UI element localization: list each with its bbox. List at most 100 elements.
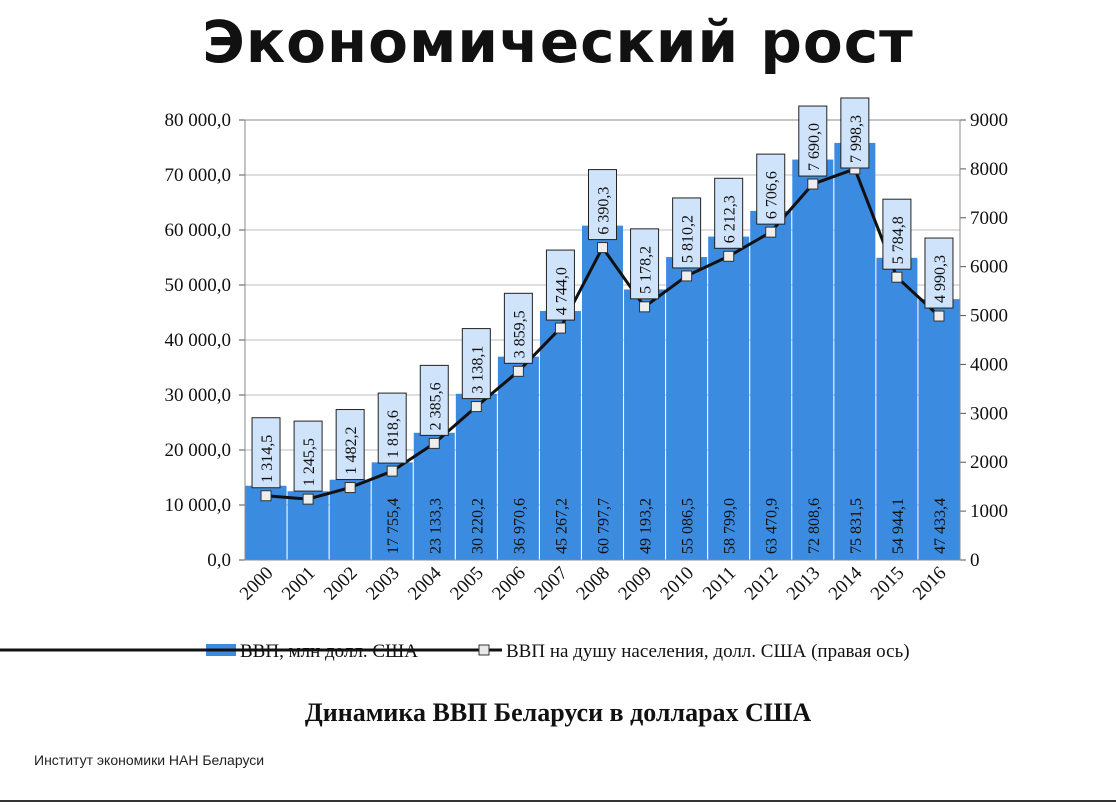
bar-value-label: 49 193,2 bbox=[638, 498, 655, 554]
per-capita-value-label: 4 744,0 bbox=[553, 267, 570, 315]
per-capita-point bbox=[933, 310, 945, 322]
per-capita-point bbox=[386, 465, 398, 477]
per-capita-value-label: 1 245,5 bbox=[301, 438, 318, 486]
right-tick-label: 4000 bbox=[970, 354, 1008, 375]
per-capita-point bbox=[681, 270, 693, 282]
per-capita-point bbox=[260, 490, 272, 502]
per-capita-label-box bbox=[798, 105, 828, 177]
right-tick-label: 9000 bbox=[970, 110, 1008, 131]
per-capita-value-label: 6 390,3 bbox=[596, 187, 613, 235]
per-capita-label-box bbox=[503, 292, 533, 364]
x-tick-label: 2005 bbox=[446, 563, 488, 605]
legend-line-marker bbox=[478, 644, 490, 656]
gdp-bar bbox=[834, 142, 876, 560]
per-capita-value-label: 1 818,6 bbox=[385, 410, 402, 458]
per-capita-label-box bbox=[714, 177, 744, 249]
per-capita-value-label: 1 482,2 bbox=[343, 427, 360, 475]
x-tick-label: 2000 bbox=[236, 563, 278, 605]
bar-value-label: 47 433,4 bbox=[932, 498, 949, 554]
bar-value-label: 75 831,5 bbox=[848, 498, 865, 554]
per-capita-value-label: 2 385,6 bbox=[427, 382, 444, 430]
x-tick-label: 2003 bbox=[362, 563, 404, 605]
bar-value-label: 72 808,6 bbox=[806, 498, 823, 554]
per-capita-label-box bbox=[293, 420, 323, 492]
per-capita-label-box bbox=[756, 153, 786, 225]
per-capita-value-label: 5 810,2 bbox=[680, 215, 697, 263]
x-tick-label: 2011 bbox=[699, 563, 740, 604]
gdp-chart: 0,0 10 000,0 20 000,0 30 000,0 40 000,0 50 00… bbox=[0, 97, 1008, 662]
per-capita-label-box bbox=[882, 198, 912, 270]
right-tick-label: 8000 bbox=[970, 159, 1008, 180]
x-tick-label: 2010 bbox=[656, 563, 698, 605]
per-capita-value-label: 3 138,1 bbox=[469, 346, 486, 394]
chart-caption: Динамика ВВП Беларуси в долларах США bbox=[304, 698, 812, 727]
bar-value-label: 60 797,7 bbox=[596, 498, 613, 554]
per-capita-label-box bbox=[419, 364, 449, 436]
bar-value-label: 54 944,1 bbox=[890, 498, 907, 554]
per-capita-point bbox=[765, 226, 777, 238]
left-tick-label: 60 000,0 bbox=[165, 220, 232, 241]
per-capita-label-box bbox=[924, 237, 954, 309]
slide-title: Экономический рост bbox=[202, 8, 914, 76]
per-capita-label-box bbox=[630, 228, 660, 300]
per-capita-point bbox=[639, 301, 651, 313]
left-tick-label: 80 000,0 bbox=[165, 110, 232, 131]
per-capita-value-label: 4 990,3 bbox=[932, 255, 949, 303]
bar-value-label: 36 970,6 bbox=[511, 498, 528, 554]
per-capita-point bbox=[554, 322, 566, 334]
x-tick-label: 2009 bbox=[614, 563, 656, 605]
footer-divider bbox=[0, 800, 1116, 802]
bar-value-label: 45 267,2 bbox=[553, 498, 570, 554]
gdp-bar bbox=[708, 236, 750, 560]
per-capita-point bbox=[428, 437, 440, 449]
right-tick-label: 0 bbox=[970, 550, 980, 571]
x-tick-label: 2006 bbox=[488, 563, 530, 605]
per-capita-point bbox=[807, 178, 819, 190]
per-capita-point bbox=[597, 242, 608, 254]
per-capita-label-box bbox=[545, 249, 575, 321]
data-labels: 17 755,4 23 133,3 30 220,2 36 970,6 45 267,2… bbox=[251, 97, 954, 554]
x-tick-label: 2001 bbox=[278, 563, 320, 605]
right-tick-label: 3000 bbox=[970, 403, 1008, 424]
per-capita-value-label: 3 859,5 bbox=[511, 310, 528, 358]
left-tick-label: 20 000,0 bbox=[165, 440, 232, 461]
right-tick-label: 5000 bbox=[970, 306, 1008, 327]
source-note: Институт экономики НАН Беларуси bbox=[34, 752, 265, 768]
right-tick-label: 1000 bbox=[970, 501, 1008, 522]
per-capita-label-box bbox=[251, 417, 281, 489]
legend: ВВП, млн долл. США ВВП на душу населения… bbox=[0, 641, 910, 662]
x-tick-label: 2012 bbox=[741, 563, 783, 605]
per-capita-value-label: 1 314,5 bbox=[259, 435, 276, 483]
gdp-bar bbox=[876, 257, 918, 560]
legend-line-label: ВВП на душу населения, долл. США (правая… bbox=[506, 641, 910, 662]
per-capita-label-box bbox=[461, 328, 491, 400]
gdp-bar bbox=[539, 311, 581, 560]
x-tick-label: 2004 bbox=[404, 562, 446, 604]
per-capita-value-label: 5 784,8 bbox=[890, 216, 907, 264]
per-capita-point bbox=[470, 401, 482, 413]
x-tick-label: 2014 bbox=[825, 562, 867, 604]
bar-value-label: 55 086,5 bbox=[680, 498, 697, 554]
x-tick-label: 2007 bbox=[530, 563, 572, 605]
bar-value-label: 30 220,2 bbox=[469, 498, 486, 554]
per-capita-point bbox=[723, 250, 735, 262]
gdp-bar bbox=[582, 225, 623, 560]
per-capita-point bbox=[344, 482, 356, 494]
gdp-bar bbox=[624, 289, 666, 560]
gdp-bar bbox=[666, 257, 708, 560]
right-tick-label: 2000 bbox=[970, 452, 1008, 473]
gdp-bar bbox=[371, 462, 413, 560]
per-capita-line bbox=[260, 163, 945, 505]
gdp-bar bbox=[455, 393, 497, 560]
per-capita-label-box bbox=[335, 409, 365, 481]
bars bbox=[245, 142, 960, 561]
per-capita-label-box bbox=[377, 392, 407, 464]
bar-value-label: 58 799,0 bbox=[722, 498, 739, 554]
left-tick-label: 50 000,0 bbox=[165, 275, 232, 296]
per-capita-value-label: 5 178,2 bbox=[638, 246, 655, 294]
per-capita-value-label: 7 690,0 bbox=[806, 123, 823, 171]
per-capita-point bbox=[891, 271, 903, 283]
bar-value-label: 17 755,4 bbox=[385, 498, 402, 554]
per-capita-label-box bbox=[588, 169, 617, 241]
x-tick-label: 2015 bbox=[867, 563, 909, 605]
